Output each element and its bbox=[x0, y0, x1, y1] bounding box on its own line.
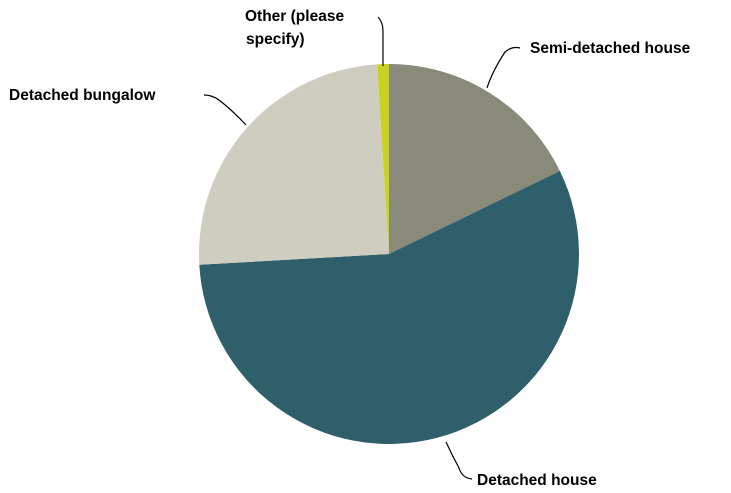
slice-label-detached-house: Detached house bbox=[477, 472, 597, 489]
leader-line-other bbox=[377, 16, 384, 66]
leader-line-semi-detached-house bbox=[486, 46, 521, 89]
leader-line-detached-house bbox=[445, 441, 473, 480]
pie-slices bbox=[198, 63, 579, 444]
slice-label-other: Other (please bbox=[245, 8, 344, 25]
slice-label-semi-detached-house: Semi-detached house bbox=[530, 40, 691, 57]
slice-label-detached-bungalow: Detached bungalow bbox=[9, 87, 156, 104]
pie-slice-other-please-specify bbox=[377, 63, 389, 254]
leader-line-detached-bungalow bbox=[203, 94, 247, 126]
slice-label-other-line2: specify) bbox=[246, 31, 305, 48]
pie-slice-detached-house bbox=[199, 170, 579, 444]
pie-slice-detached-bungalow bbox=[198, 64, 389, 265]
pie-slice-semi-detached-house bbox=[389, 64, 560, 254]
